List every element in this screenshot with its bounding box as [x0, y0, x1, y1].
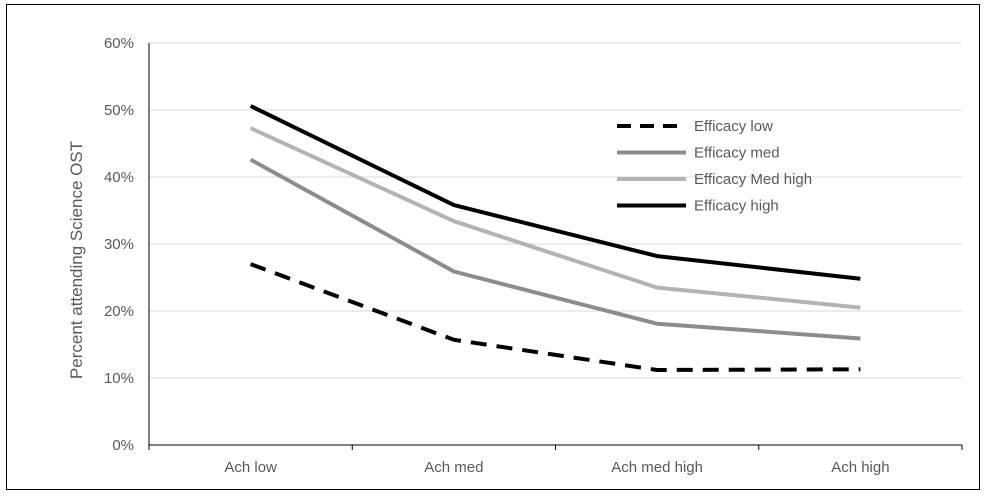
legend-label: Efficacy low	[694, 118, 773, 135]
axes: 0% 10% 20% 30% 40% 50% 60% Ach low Ach med Ach me…	[104, 35, 963, 476]
gridlines	[149, 42, 962, 379]
x-tick-label: Ach med high	[611, 459, 703, 476]
legend-label: Efficacy med	[694, 145, 780, 162]
legend: Efficacy low Efficacy med Efficacy Med hig…	[617, 118, 812, 215]
y-tick-label: 30%	[104, 236, 134, 253]
y-tick-label: 20%	[104, 303, 134, 320]
y-tick-label: 10%	[104, 370, 134, 387]
x-tick-label: Ach low	[224, 459, 277, 476]
series-lines	[249, 104, 861, 372]
x-tick-label: Ach high	[831, 459, 889, 476]
series-line-efficacy-med-high	[249, 126, 861, 310]
legend-label: Efficacy high	[694, 198, 779, 215]
y-tick-label: 0%	[112, 437, 134, 454]
series-line-efficacy-low	[249, 262, 861, 372]
y-tick-label: 60%	[104, 35, 134, 52]
series-line-efficacy-med	[249, 157, 861, 341]
chart-frame	[6, 4, 980, 490]
y-tick-label: 50%	[104, 102, 134, 119]
series-line-efficacy-high	[249, 104, 861, 281]
y-axis-title: Percent attending Science OST	[67, 141, 86, 379]
y-tick-label: 40%	[104, 169, 134, 186]
legend-label: Efficacy Med high	[694, 171, 812, 188]
x-tick-label: Ach med	[424, 459, 483, 476]
